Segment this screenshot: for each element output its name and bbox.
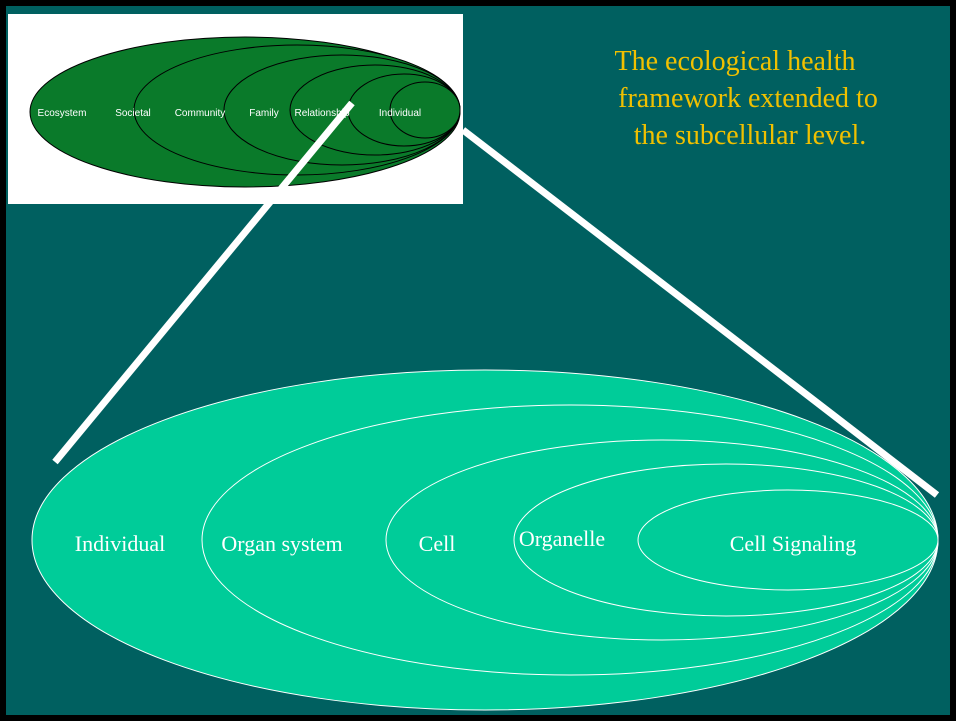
level-label: Family: [249, 108, 278, 119]
level-label: Relationship: [294, 108, 349, 119]
top-ellipses: [29, 36, 461, 188]
level-label: Ecosystem: [38, 108, 87, 119]
level-label: Community: [175, 108, 226, 119]
level-label: Cell: [419, 531, 456, 556]
connector-line: [460, 127, 940, 498]
level-label: Organelle: [519, 526, 605, 551]
connector-line: [52, 100, 355, 465]
level-label: Cell Signaling: [730, 531, 857, 556]
ellipse: [389, 81, 461, 139]
level-label: Individual: [379, 108, 421, 119]
level-label: Organ system: [221, 531, 342, 556]
level-label: Individual: [75, 531, 165, 556]
slide-title: The ecological health framework extended …: [615, 46, 878, 151]
ellipse: [637, 489, 939, 591]
level-label: Societal: [115, 108, 151, 119]
bottom-ellipses: [31, 369, 939, 711]
